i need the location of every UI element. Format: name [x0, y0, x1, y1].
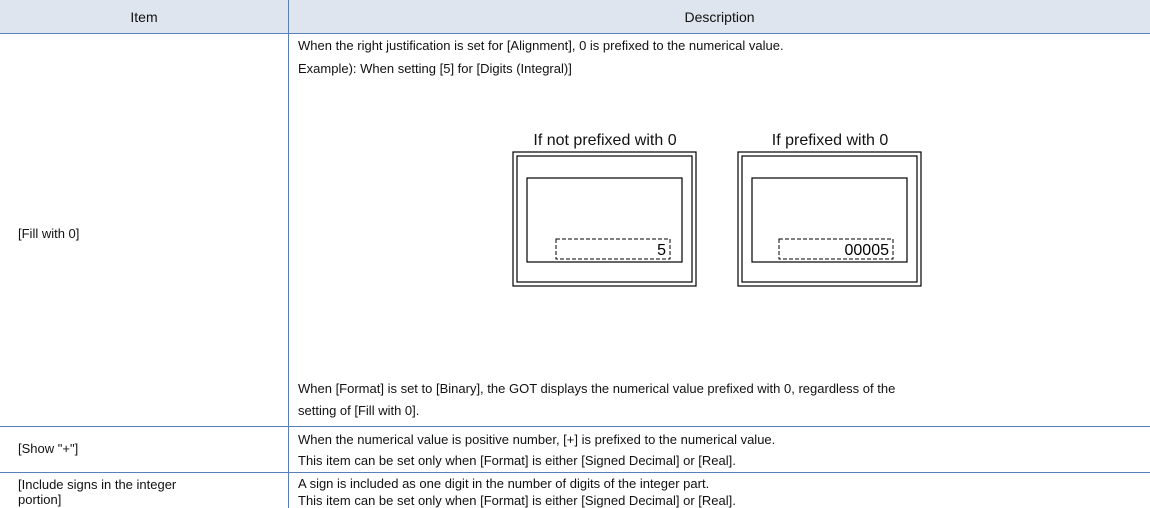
header-bg [0, 0, 1150, 33]
column-divider [288, 0, 289, 508]
description-line: This item can be set only when [Format] … [298, 453, 736, 468]
note-line: setting of [Fill with 0]. [298, 403, 420, 418]
row-item: [Show "+"] [18, 441, 79, 456]
figure-value: 5 [657, 242, 666, 259]
description-line: When the right justification is set for … [298, 38, 784, 53]
description-line: When the numerical value is positive num… [298, 432, 776, 447]
figure: 5 00005 [512, 151, 922, 287]
description-line: This item can be set only when [Format] … [298, 493, 736, 508]
header-item: Item [130, 9, 158, 25]
figure-caption: If not prefixed with 0 [533, 132, 677, 149]
row-item: [Fill with 0] [18, 226, 80, 241]
row-item: portion] [18, 492, 62, 507]
description-line: A sign is included as one digit in the n… [298, 476, 710, 491]
figure-value: 00005 [845, 242, 890, 259]
figure-caption: If prefixed with 0 [771, 132, 889, 149]
row-item: [Include signs in the integer [18, 477, 177, 492]
row-divider [0, 33, 1150, 34]
header-description: Description [684, 9, 755, 25]
row-divider [0, 426, 1150, 427]
row-divider [0, 472, 1150, 473]
note-line: When [Format] is set to [Binary], the GO… [298, 381, 896, 396]
description-line: Example): When setting [5] for [Digits (… [298, 61, 572, 76]
